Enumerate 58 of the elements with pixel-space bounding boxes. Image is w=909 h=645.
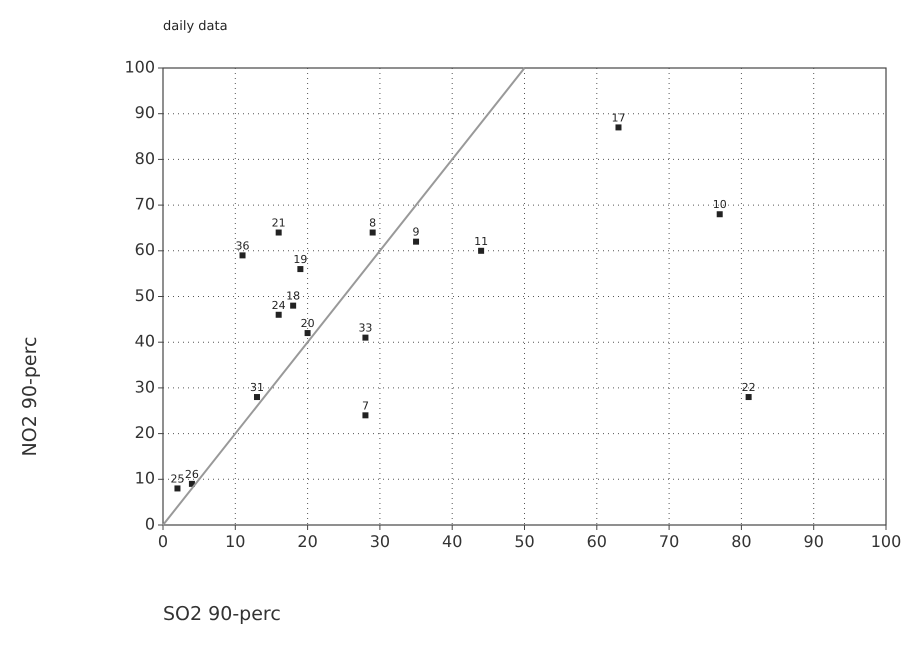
point [362,412,368,418]
y-tick-label: 60 [134,240,155,260]
point [304,330,311,336]
annotation: 11 [474,234,488,248]
point [297,266,304,272]
y-tick-label: 70 [134,194,155,214]
annotation: 10 [712,198,727,212]
y-tick-label: 40 [134,332,155,351]
y-tick-label: 50 [134,286,155,305]
x-tick-label: 100 [870,532,902,551]
point [362,334,368,341]
y-tick-label: 100 [124,57,155,76]
x-tick-label: 90 [804,532,824,551]
annotation: 33 [358,322,372,335]
chart-title: daily data [163,19,228,34]
annotation: 21 [272,216,286,230]
annotation: 18 [286,290,300,303]
y-tick-label: 0 [144,514,155,534]
annotation: 24 [272,298,286,312]
point [746,394,752,400]
point [478,248,484,254]
point [276,312,282,318]
x-tick-label: 40 [442,532,462,551]
point [370,230,376,236]
annotation: 17 [611,111,626,124]
y-axis-title: NO2 90-perc [19,336,41,456]
x-tick-label: 70 [658,532,680,551]
point [290,302,296,309]
y-tick-label: 20 [134,422,155,442]
annotation: 31 [250,381,264,394]
x-tick-label: 30 [370,532,390,551]
y-tick-label: 30 [134,377,155,396]
x-tick-label: 0 [158,532,168,551]
annotation: 22 [742,381,756,394]
point [413,238,420,245]
y-tick-label: 80 [134,148,155,168]
annotation: 9 [412,226,420,239]
point [240,252,246,258]
annotation: 25 [170,472,184,486]
annotation: 26 [184,468,199,481]
y-tick-label: 90 [134,103,155,122]
x-tick-label: 80 [731,532,752,551]
point [254,394,260,400]
point [174,485,180,492]
annotation: 7 [362,399,369,412]
point [615,124,622,130]
x-tick-label: 60 [586,532,607,551]
annotation: 8 [369,216,376,230]
annotation: 36 [236,239,250,252]
annotation: 19 [293,253,308,266]
annotation: 20 [300,317,315,330]
x-tick-label: 20 [297,532,318,551]
point [716,211,723,218]
point [276,230,282,236]
y-tick-label: 10 [134,468,155,488]
x-axis-title: SO2 90-perc [163,603,281,625]
x-tick-label: 50 [514,532,535,551]
x-tick-label: 10 [225,532,246,551]
